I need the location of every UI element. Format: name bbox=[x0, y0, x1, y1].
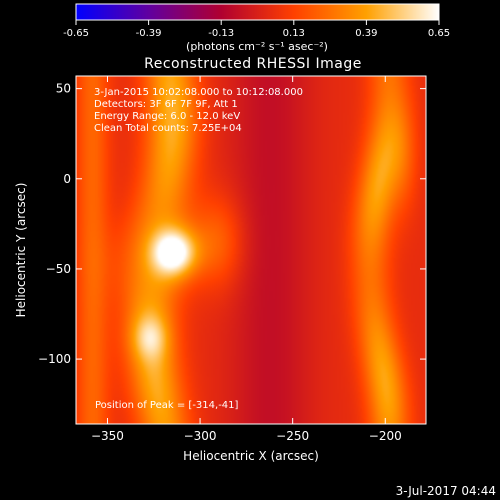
x-tick-label: −200 bbox=[369, 429, 402, 443]
y-axis: 50 0 −50 −100 bbox=[38, 82, 426, 366]
footer-date: 3-Jul-2017 04:44 bbox=[396, 484, 496, 498]
y-tick-label: −100 bbox=[38, 352, 71, 366]
x-axis-label: Heliocentric X (arcsec) bbox=[183, 449, 319, 463]
colorbar-tick-label: -0.39 bbox=[136, 28, 162, 39]
y-tick-label: 0 bbox=[63, 172, 71, 186]
x-tick-label: −350 bbox=[91, 429, 124, 443]
annotation-line: Clean Total counts: 7.25E+04 bbox=[94, 123, 242, 134]
x-tick-label: −250 bbox=[276, 429, 309, 443]
colorbar-tick-label: 0.65 bbox=[428, 28, 450, 39]
y-axis-label: Heliocentric Y (arcsec) bbox=[14, 183, 28, 318]
colorbar-tick-label: -0.65 bbox=[63, 28, 89, 39]
annotation-line: 3-Jan-2015 10:02:08.000 to 10:12:08.000 bbox=[94, 87, 303, 98]
y-tick-label: 50 bbox=[56, 82, 71, 96]
plot-frame bbox=[75, 75, 427, 425]
colorbar bbox=[75, 3, 440, 21]
annotation-line: Detectors: 3F 6F 7F 9F, Att 1 bbox=[94, 99, 238, 110]
heatmap-image bbox=[76, 76, 426, 424]
annotations: 3-Jan-2015 10:02:08.000 to 10:12:08.000D… bbox=[94, 87, 303, 134]
colorbar-tick-label: 0.39 bbox=[355, 28, 377, 39]
colorbar-ticks: -0.65 -0.39 -0.13 0.13 0.39 0.65 bbox=[63, 20, 450, 39]
x-axis: −350 −300 −250 −200 bbox=[91, 76, 402, 443]
colorbar-label: (photons cm⁻² s⁻¹ asec⁻²) bbox=[186, 40, 328, 53]
x-tick-label: −300 bbox=[184, 429, 217, 443]
colorbar-tick-label: 0.13 bbox=[283, 28, 305, 39]
annotation-line: Energy Range: 6.0 - 12.0 keV bbox=[94, 111, 240, 122]
colorbar-tick-label: -0.13 bbox=[208, 28, 234, 39]
y-tick-label: −50 bbox=[46, 262, 71, 276]
peak-position-label: Position of Peak = [-314,-41] bbox=[95, 400, 239, 411]
chart-title: Reconstructed RHESSI Image bbox=[144, 56, 362, 72]
